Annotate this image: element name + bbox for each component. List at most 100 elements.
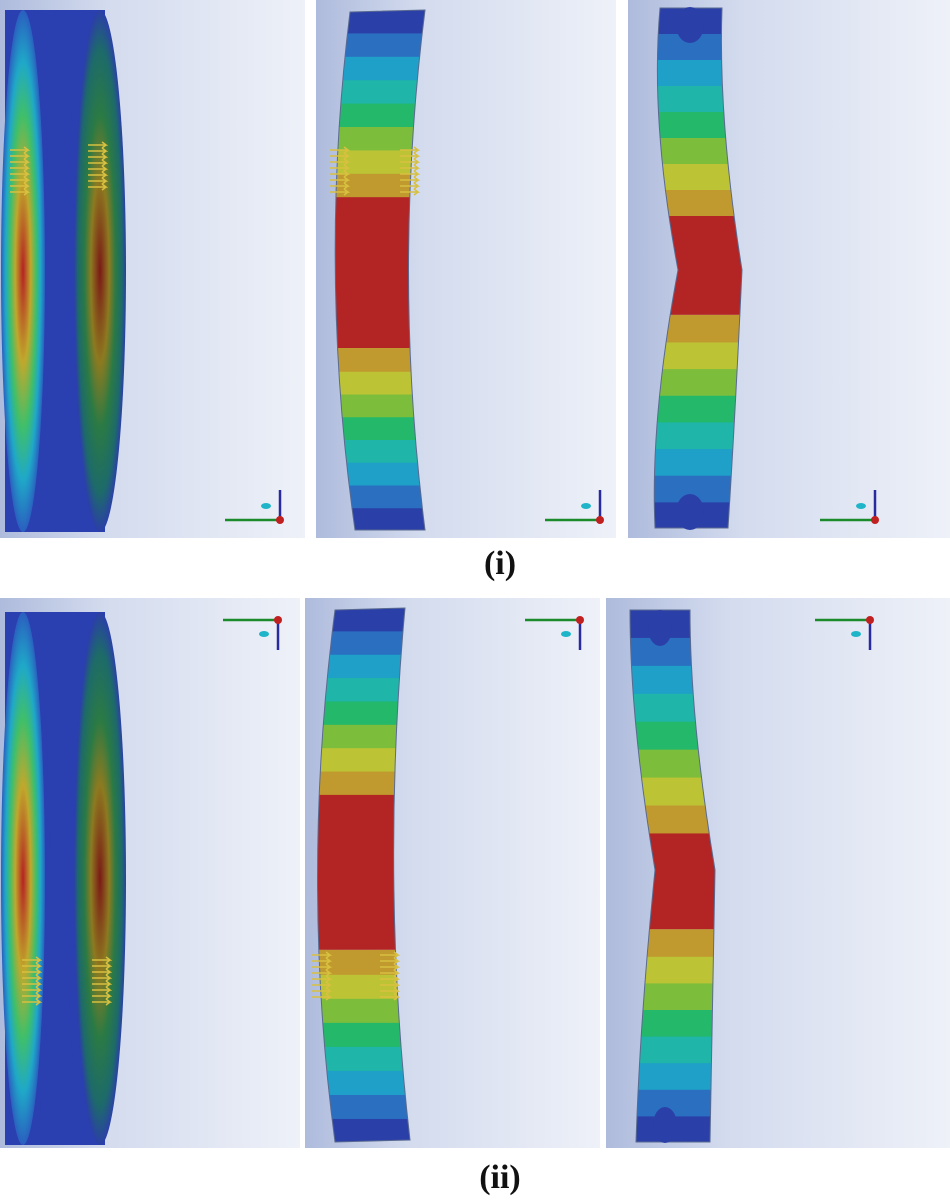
load-arrow bbox=[312, 957, 333, 965]
load-arrow bbox=[22, 998, 43, 1006]
band bbox=[317, 1021, 410, 1047]
band bbox=[317, 701, 410, 726]
load-arrow bbox=[330, 176, 351, 184]
load-arrow bbox=[380, 987, 401, 995]
load-arrow bbox=[400, 146, 421, 154]
load-arrow bbox=[92, 998, 113, 1006]
panel bbox=[628, 0, 950, 538]
axis-glyph bbox=[259, 631, 269, 637]
load-arrow bbox=[400, 170, 421, 178]
panel bbox=[316, 0, 616, 538]
load-arrow bbox=[312, 987, 333, 995]
load-arrow bbox=[88, 183, 109, 191]
end-zone bbox=[676, 494, 704, 530]
core bbox=[37, 612, 79, 1145]
load-arrow bbox=[92, 974, 113, 982]
load-arrow bbox=[312, 993, 333, 1001]
load-arrow bbox=[400, 164, 421, 172]
panel bbox=[606, 598, 950, 1148]
contour bbox=[1, 612, 45, 1145]
band bbox=[654, 394, 742, 423]
contour bbox=[74, 10, 126, 532]
load-arrow bbox=[400, 176, 421, 184]
load-arrow bbox=[88, 171, 109, 179]
load-arrow bbox=[380, 981, 401, 989]
axis-origin bbox=[596, 516, 604, 524]
load-arrow bbox=[10, 158, 31, 166]
axis-origin bbox=[276, 516, 284, 524]
load-arrow bbox=[88, 153, 109, 161]
beam-outline bbox=[334, 9, 426, 531]
band bbox=[335, 484, 425, 509]
load-arrow bbox=[92, 980, 113, 988]
contour bbox=[74, 612, 126, 1145]
band bbox=[335, 348, 425, 372]
load-arrow bbox=[380, 993, 401, 1001]
band bbox=[317, 678, 410, 703]
beam-outline bbox=[629, 609, 716, 1143]
panel bbox=[305, 598, 600, 1148]
load-arrow bbox=[88, 141, 109, 149]
load-arrow bbox=[88, 147, 109, 155]
load-arrow bbox=[92, 986, 113, 994]
band bbox=[335, 393, 425, 418]
core bbox=[37, 10, 79, 532]
load-arrow bbox=[400, 188, 421, 196]
load-arrow bbox=[22, 956, 43, 964]
load-arrow bbox=[312, 981, 333, 989]
band bbox=[335, 80, 425, 105]
axis-glyph bbox=[581, 503, 591, 509]
axis-glyph bbox=[851, 631, 861, 637]
band bbox=[317, 997, 410, 1023]
band bbox=[335, 416, 425, 440]
band bbox=[654, 341, 742, 370]
axis-origin bbox=[274, 616, 282, 624]
load-arrow bbox=[22, 968, 43, 976]
band bbox=[317, 1045, 410, 1071]
load-arrow bbox=[330, 182, 351, 190]
load-arrow bbox=[92, 992, 113, 1000]
band bbox=[654, 164, 742, 191]
band bbox=[335, 56, 425, 82]
load-arrow bbox=[22, 974, 43, 982]
load-arrow bbox=[380, 957, 401, 965]
load-arrow bbox=[330, 188, 351, 196]
load-arrow bbox=[312, 975, 333, 983]
end-zone bbox=[653, 1107, 677, 1143]
load-arrow bbox=[22, 980, 43, 988]
axis-origin bbox=[576, 616, 584, 624]
load-arrow bbox=[400, 158, 421, 166]
load-arrow bbox=[92, 968, 113, 976]
panel bbox=[0, 598, 300, 1148]
band bbox=[335, 370, 425, 395]
beam-outline bbox=[317, 607, 411, 1143]
band bbox=[630, 1035, 715, 1064]
panel-label: (ii) bbox=[479, 1159, 521, 1196]
load-arrow bbox=[312, 969, 333, 977]
axis-glyph bbox=[856, 503, 866, 509]
axis-origin bbox=[871, 516, 879, 524]
band bbox=[335, 127, 425, 152]
load-arrow bbox=[10, 170, 31, 178]
band bbox=[317, 631, 410, 656]
load-arrow bbox=[380, 951, 401, 959]
contour bbox=[1, 10, 45, 532]
load-arrow bbox=[330, 170, 351, 178]
end-zone bbox=[648, 610, 672, 646]
load-arrow bbox=[10, 164, 31, 172]
load-arrow bbox=[330, 164, 351, 172]
load-arrow bbox=[88, 177, 109, 185]
load-arrow bbox=[400, 152, 421, 160]
load-arrow bbox=[380, 969, 401, 977]
panel-label: (i) bbox=[484, 545, 516, 582]
load-arrow bbox=[22, 992, 43, 1000]
axis-glyph bbox=[261, 503, 271, 509]
band bbox=[654, 448, 742, 476]
band bbox=[654, 368, 742, 396]
load-arrow bbox=[88, 165, 109, 173]
band bbox=[654, 421, 742, 450]
band bbox=[335, 507, 425, 530]
load-arrow bbox=[380, 975, 401, 983]
load-arrow bbox=[10, 182, 31, 190]
load-arrow bbox=[10, 146, 31, 154]
